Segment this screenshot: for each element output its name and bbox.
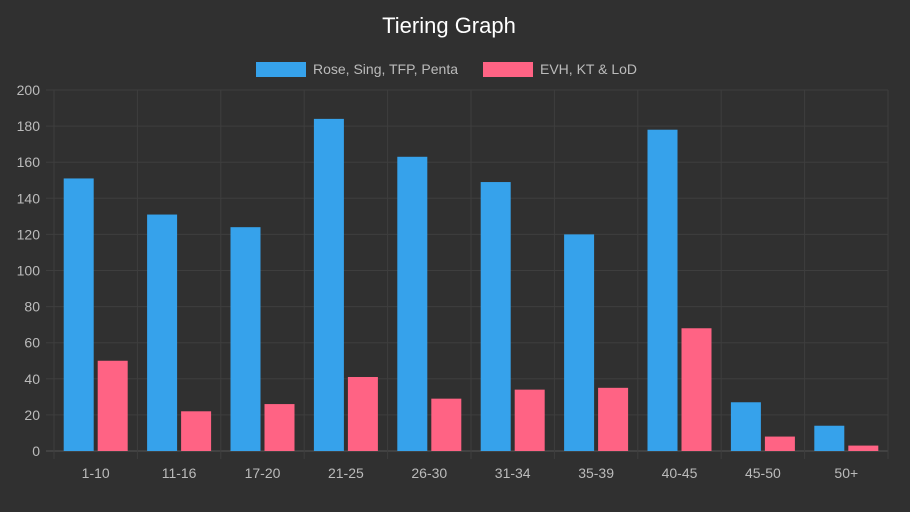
x-tick-label: 35-39 bbox=[578, 465, 614, 481]
bar-series-2-21-25[interactable] bbox=[347, 376, 378, 451]
legend-swatch-series-1 bbox=[256, 62, 306, 77]
x-axis-ticks: 1-10 11-16 17-20 21-25 26-30 31-34 35-39 40-45 4… bbox=[82, 465, 858, 481]
bar-series-2-17-20[interactable] bbox=[264, 404, 295, 451]
bar-series-1-26-30[interactable] bbox=[397, 156, 428, 451]
bar-series-1-21-25[interactable] bbox=[313, 118, 344, 451]
bars bbox=[63, 118, 879, 451]
y-tick-label: 160 bbox=[17, 154, 41, 170]
y-tick-label: 180 bbox=[17, 118, 41, 134]
legend-label-series-2: EVH, KT & LoD bbox=[540, 61, 637, 77]
x-tick-label: 50+ bbox=[834, 465, 858, 481]
y-axis-ticks: 0 20 40 60 80 100 120 140 160 180 200 bbox=[17, 82, 41, 459]
bar-series-1-1-10[interactable] bbox=[63, 178, 94, 451]
bar-series-2-26-30[interactable] bbox=[431, 398, 462, 451]
bar-series-1-17-20[interactable] bbox=[230, 227, 261, 451]
bar-series-1-11-16[interactable] bbox=[147, 214, 178, 451]
y-tick-label: 100 bbox=[17, 263, 41, 279]
bar-series-2-45-50[interactable] bbox=[764, 436, 795, 451]
chart-title: Tiering Graph bbox=[382, 13, 516, 38]
bar-series-2-50+[interactable] bbox=[848, 445, 879, 451]
bar-series-2-35-39[interactable] bbox=[598, 387, 629, 451]
y-tick-label: 60 bbox=[24, 335, 40, 351]
legend-label-series-1: Rose, Sing, TFP, Penta bbox=[313, 61, 458, 77]
x-tick-label: 31-34 bbox=[495, 465, 531, 481]
y-tick-label: 20 bbox=[24, 407, 40, 423]
x-tick-label: 45-50 bbox=[745, 465, 781, 481]
y-tick-label: 120 bbox=[17, 226, 41, 242]
bar-series-1-40-45[interactable] bbox=[647, 129, 678, 451]
x-tick-label: 26-30 bbox=[411, 465, 447, 481]
x-tick-label: 17-20 bbox=[245, 465, 281, 481]
y-tick-label: 0 bbox=[32, 443, 40, 459]
x-tick-label: 11-16 bbox=[162, 465, 197, 481]
legend-swatch-series-2 bbox=[483, 62, 533, 77]
bar-series-1-50+[interactable] bbox=[814, 425, 845, 451]
legend-item-series-2[interactable]: EVH, KT & LoD bbox=[483, 61, 637, 77]
bar-series-1-35-39[interactable] bbox=[564, 234, 595, 451]
legend: Rose, Sing, TFP, Penta EVH, KT & LoD bbox=[256, 61, 637, 77]
bar-series-2-40-45[interactable] bbox=[681, 328, 712, 451]
bar-series-2-1-10[interactable] bbox=[97, 360, 128, 451]
x-tick-label: 21-25 bbox=[328, 465, 364, 481]
x-tick-label: 1-10 bbox=[82, 465, 110, 481]
grid bbox=[46, 89, 889, 459]
bar-series-2-11-16[interactable] bbox=[181, 411, 212, 451]
x-tick-label: 40-45 bbox=[662, 465, 698, 481]
bar-series-1-31-34[interactable] bbox=[480, 182, 511, 451]
y-tick-label: 140 bbox=[17, 190, 41, 206]
legend-item-series-1[interactable]: Rose, Sing, TFP, Penta bbox=[256, 61, 458, 77]
y-tick-label: 200 bbox=[17, 82, 41, 98]
y-tick-label: 40 bbox=[24, 371, 40, 387]
bar-series-2-31-34[interactable] bbox=[514, 389, 545, 451]
y-tick-label: 80 bbox=[24, 299, 40, 315]
bar-series-1-45-50[interactable] bbox=[730, 402, 761, 451]
